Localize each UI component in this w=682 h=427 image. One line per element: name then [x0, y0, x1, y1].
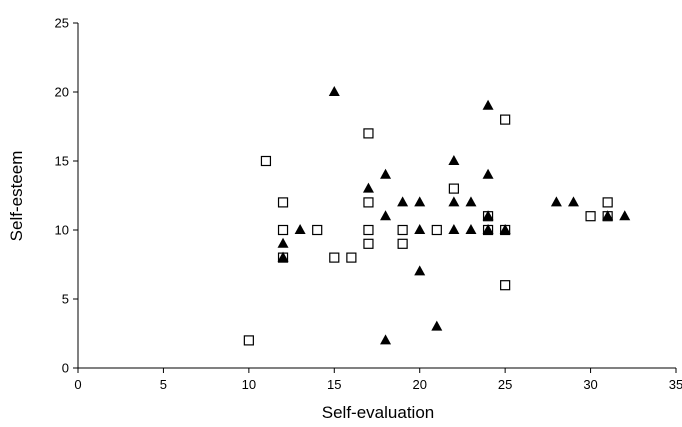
triangle-marker [499, 224, 511, 234]
triangle-marker [380, 334, 392, 345]
triangle-marker [448, 155, 460, 165]
square-marker [363, 197, 374, 208]
triangle-marker [448, 224, 460, 234]
square-marker [312, 224, 323, 236]
square-marker [329, 252, 340, 263]
triangle-marker [465, 196, 477, 207]
square-marker [243, 335, 254, 346]
square-marker [346, 252, 357, 263]
x-tick-label: 5 [160, 377, 167, 392]
triangle-marker [414, 265, 426, 276]
triangle-marker [482, 210, 494, 221]
square-marker [363, 224, 374, 236]
y-tick-label: 20 [55, 85, 69, 100]
triangle-marker [397, 196, 409, 207]
y-tick-label: 25 [55, 16, 69, 31]
triangle-marker [380, 210, 392, 221]
triangle-marker [380, 168, 392, 179]
triangle-marker [619, 210, 631, 221]
square-marker [431, 224, 442, 236]
triangle-marker [482, 99, 494, 110]
y-tick-label: 0 [62, 361, 69, 376]
triangle-marker [431, 320, 443, 331]
triangle-marker [414, 224, 426, 234]
square-marker [397, 238, 408, 249]
square-marker [363, 128, 374, 139]
y-axis-title: Self-esteem [7, 151, 26, 242]
triangle-marker [602, 210, 614, 221]
triangle-marker [414, 196, 426, 207]
x-tick-label: 10 [242, 377, 256, 392]
triangle-marker [277, 237, 289, 248]
y-tick-label: 10 [55, 223, 69, 238]
y-axis-ticks: 0 5 10 15 20 25 [55, 16, 78, 376]
x-axis-title: Self-evaluation [322, 403, 434, 422]
triangle-marker [448, 196, 460, 207]
triangle-marker [567, 196, 579, 207]
square-marker [363, 238, 374, 249]
square-marker [500, 114, 511, 125]
square-marker [500, 280, 511, 291]
triangle-marker [550, 196, 562, 207]
x-tick-label: 35 [669, 377, 682, 392]
square-marker [277, 197, 289, 208]
x-tick-label: 30 [583, 377, 597, 392]
square-marker [260, 155, 272, 167]
series-1 [277, 86, 631, 345]
axes [77, 23, 676, 369]
triangle-marker [328, 86, 340, 96]
data-points [243, 86, 631, 346]
square-marker [397, 224, 408, 236]
triangle-marker [482, 224, 494, 234]
triangle-marker [465, 224, 477, 234]
square-marker [585, 211, 596, 222]
square-marker [277, 224, 289, 236]
x-axis-ticks: 0 5 10 15 20 25 30 35 [74, 368, 682, 392]
x-tick-label: 0 [74, 377, 81, 392]
x-tick-label: 20 [412, 377, 426, 392]
triangle-marker [482, 168, 494, 179]
y-tick-label: 15 [55, 154, 69, 169]
y-tick-label: 5 [62, 292, 69, 307]
triangle-marker [277, 251, 289, 262]
square-marker [602, 197, 613, 208]
x-tick-label: 15 [327, 377, 341, 392]
triangle-marker [294, 224, 306, 234]
x-tick-label: 25 [498, 377, 512, 392]
triangle-marker [362, 182, 374, 193]
square-marker [448, 183, 459, 194]
